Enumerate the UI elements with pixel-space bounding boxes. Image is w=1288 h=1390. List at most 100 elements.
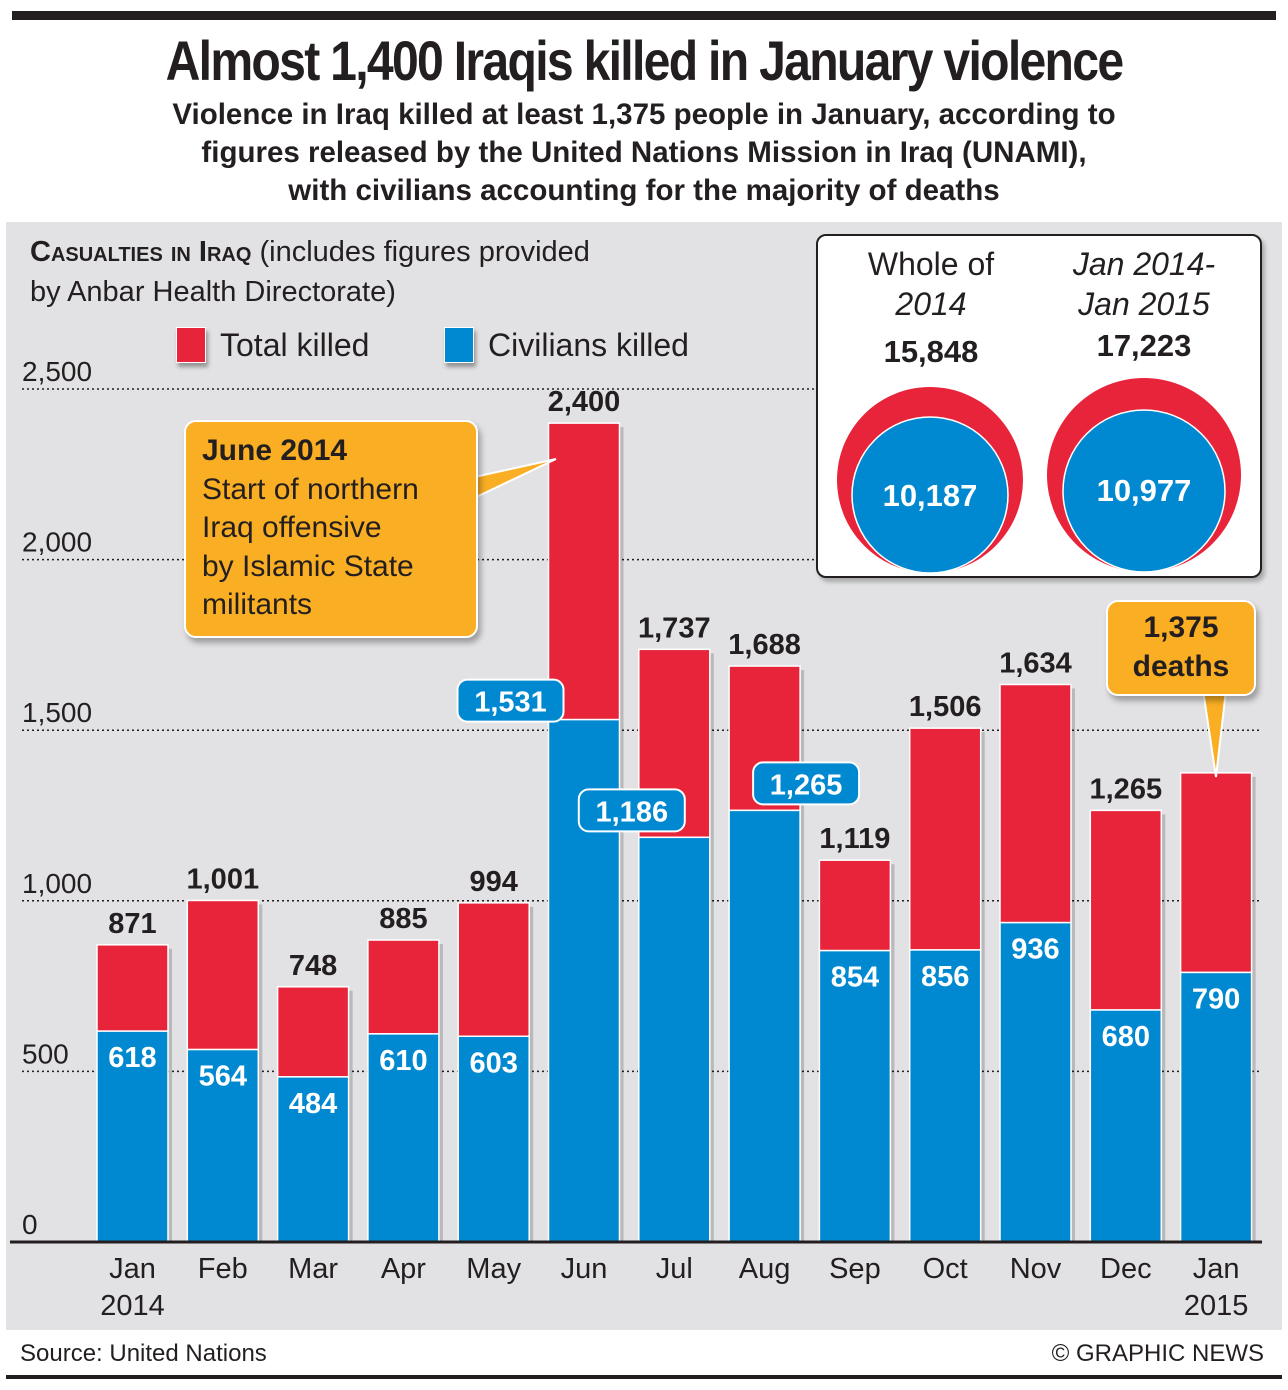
callout-line: 1,375 [1143, 611, 1219, 644]
inset-civilians-2014: 10,187 [883, 478, 978, 513]
bar-total [276, 986, 350, 1078]
x-tick-label: Jul [656, 1253, 693, 1285]
civilians-value-label: 856 [921, 961, 969, 993]
x-tick-label: Oct [923, 1253, 968, 1285]
x-tick-label: Feb [198, 1253, 248, 1285]
total-value-label: 1,001 [187, 863, 260, 895]
bar-civilians [96, 1030, 169, 1243]
x-tick-label: Jun [561, 1253, 608, 1285]
civilians-value-label: 610 [379, 1045, 427, 1077]
civilians-value-badge [752, 761, 861, 806]
callout-line: deaths [1132, 650, 1230, 683]
bar-civilians [728, 809, 801, 1243]
x-tick-label: 2014 [100, 1290, 165, 1322]
x-tick-label: Jan [109, 1253, 156, 1285]
inset-label-line: 2014 [895, 286, 967, 322]
x-tick-label: Mar [288, 1253, 338, 1285]
y-tick-label: 0 [22, 1209, 38, 1240]
annual-totals-inset: Whole of 2014 15,848 Jan 2014- Jan 2015 … [816, 234, 1262, 578]
chart-note-line-2: by Anbar Health Directorate) [30, 276, 396, 308]
june-2014-callout: June 2014 Start of northern Iraq offensi… [184, 420, 478, 638]
callout-line: by Islamic State [202, 549, 414, 583]
jan-callout-pointer [1201, 689, 1228, 778]
bar-civilians [999, 921, 1072, 1243]
total-value-label: 885 [379, 903, 427, 935]
total-value-label: 1,265 [1090, 773, 1163, 805]
bar-total [908, 727, 982, 951]
inset-label-line: Jan 2014- [1072, 246, 1216, 282]
legend-swatch-civilians [444, 327, 474, 363]
civilians-value-label: 854 [831, 962, 879, 994]
inset-total-12-months: 17,223 [1096, 328, 1192, 363]
total-value-label: 1,688 [728, 629, 801, 661]
bar-total [547, 422, 621, 721]
inset-label-line: Whole of [867, 246, 995, 282]
x-tick-label: Aug [739, 1253, 791, 1285]
bar-total [96, 944, 169, 1032]
total-value-label: 871 [108, 908, 156, 940]
subheadline-line-3: with civilians accounting for the majori… [288, 174, 1000, 207]
civilians-value-label: 484 [289, 1088, 337, 1120]
total-value-label: 1,506 [909, 691, 982, 723]
bar-civilians [186, 1048, 260, 1243]
x-tick-label: Apr [381, 1253, 426, 1285]
x-tick-label: Dec [1100, 1253, 1152, 1285]
bar-total [457, 902, 530, 1038]
bar-civilians [818, 949, 892, 1243]
civilians-value-label: 1,531 [474, 687, 547, 719]
bar-total [367, 939, 440, 1035]
y-tick-label: 1,500 [22, 697, 92, 728]
x-tick-label: Nov [1010, 1253, 1062, 1285]
inset-total-2014: 15,848 [883, 334, 979, 369]
legend-label-total: Total killed [220, 326, 370, 363]
subheadline-line-2: figures released by the United Nations M… [201, 136, 1087, 169]
x-tick-label: 2015 [1184, 1290, 1249, 1322]
bar-civilians [1089, 1009, 1163, 1243]
total-value-label: 1,737 [638, 612, 711, 644]
y-tick-label: 500 [22, 1038, 69, 1069]
legend-label-civilians: Civilians killed [488, 326, 689, 363]
y-tick-label: 2,500 [22, 356, 92, 387]
headline: Almost 1,400 Iraqis killed in January vi… [165, 29, 1124, 92]
bar-civilians [638, 836, 711, 1243]
inset-circles: 10,187 10,977 [837, 378, 1241, 574]
legend-swatch-total [176, 327, 206, 363]
bottom-rule [6, 1375, 1282, 1379]
civilians-value-label: 1,265 [770, 769, 843, 801]
bar-total [1179, 772, 1253, 974]
x-tick-label: Sep [829, 1253, 881, 1285]
total-value-label: 994 [470, 866, 518, 898]
civilians-value-label: 603 [470, 1047, 518, 1079]
bar-total [1089, 809, 1163, 1011]
legend-item-civilians: Civilians killed [444, 325, 689, 365]
subheadline: Violence in Iraq killed at least 1,375 p… [40, 96, 1248, 210]
subheadline-line-1: Violence in Iraq killed at least 1,375 p… [172, 98, 1116, 131]
bar-total [186, 899, 260, 1051]
civilians-value-label: 1,186 [596, 796, 669, 828]
bar-civilians [367, 1033, 440, 1243]
inset-circle-civilians-2014 [851, 416, 1009, 574]
total-value-label: 1,634 [999, 647, 1072, 679]
callout-line: Start of northern [202, 472, 419, 506]
chart-title: Casualties in Iraq [30, 236, 252, 268]
inset-circle-civilians-12-months [1062, 409, 1226, 573]
callout-title: June 2014 [202, 434, 348, 467]
inset-label-2014: Whole of 2014 [831, 244, 1031, 324]
callout-line: militants [202, 588, 313, 621]
total-value-label: 2,400 [548, 386, 621, 418]
civilians-value-label: 790 [1192, 983, 1240, 1015]
bar-total [999, 683, 1072, 924]
x-tick-label: May [466, 1253, 521, 1285]
total-value-label: 1,119 [819, 823, 890, 855]
total-value-label: 748 [289, 950, 337, 982]
x-tick-label: Jan [1193, 1253, 1240, 1285]
callout-line: Iraq offensive [202, 511, 382, 544]
bar-civilians [908, 949, 982, 1243]
bar-civilians [1179, 971, 1253, 1243]
civilians-value-label: 936 [1011, 934, 1059, 966]
bar-total [818, 859, 892, 952]
inset-civilians-12-months: 10,977 [1097, 473, 1192, 508]
y-tick-label: 1,000 [22, 868, 92, 899]
civilians-value-label: 564 [199, 1061, 247, 1093]
